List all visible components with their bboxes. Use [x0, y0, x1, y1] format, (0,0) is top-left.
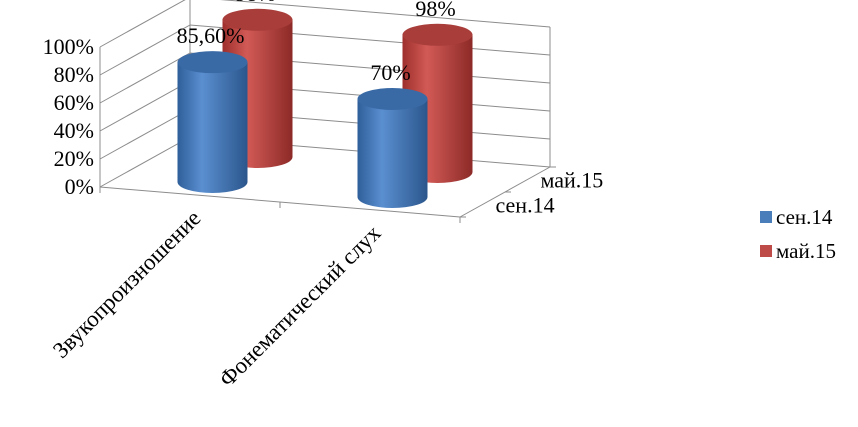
data-label: 98%	[235, 0, 275, 6]
gridline-2	[99, 80, 551, 132]
chart-legend: сен.14 май.15	[760, 200, 836, 268]
gridline-4	[99, 24, 551, 76]
chart-axes	[99, 166, 556, 223]
gridline-1	[99, 108, 551, 160]
bar-body	[177, 62, 248, 194]
legend-label-series-1: сен.14	[776, 204, 833, 229]
y-tick-label: 40%	[54, 118, 94, 143]
series-axis-label: сен.14	[496, 193, 555, 218]
bar-top	[357, 88, 428, 110]
category-label: Фонематический слух	[214, 220, 386, 392]
legend-swatch-series-2	[760, 245, 772, 257]
legend-item-series-1: сен.14	[760, 200, 836, 234]
y-tick-label: 100%	[43, 34, 94, 59]
bar-top	[402, 23, 473, 46]
data-label: 98%	[415, 0, 455, 21]
gridline-3	[99, 52, 551, 104]
bar-sen14-zvukoproiznoshenie	[177, 51, 248, 194]
chart-grid	[99, 0, 551, 188]
data-label: 70%	[370, 60, 410, 85]
y-tick-label: 60%	[54, 90, 94, 115]
legend-swatch-series-1	[760, 211, 772, 223]
bar-body	[357, 99, 428, 209]
legend-label-series-2: май.15	[776, 238, 836, 263]
legend-item-series-2: май.15	[760, 234, 836, 268]
data-label: 85,60%	[177, 23, 245, 48]
bar-top	[177, 51, 248, 74]
chart-bars	[177, 8, 473, 209]
gridline-5	[99, 0, 551, 48]
bar-top	[222, 8, 293, 31]
category-label: Звукопроизношение	[48, 205, 206, 363]
gridline-0	[99, 136, 551, 188]
bar-sen14-fonematicheskiy-sluh	[357, 88, 428, 209]
y-tick-label: 20%	[54, 146, 94, 171]
y-tick-label: 80%	[54, 62, 94, 87]
series-axis-label: май.15	[541, 168, 604, 193]
y-tick-label: 0%	[65, 174, 94, 199]
